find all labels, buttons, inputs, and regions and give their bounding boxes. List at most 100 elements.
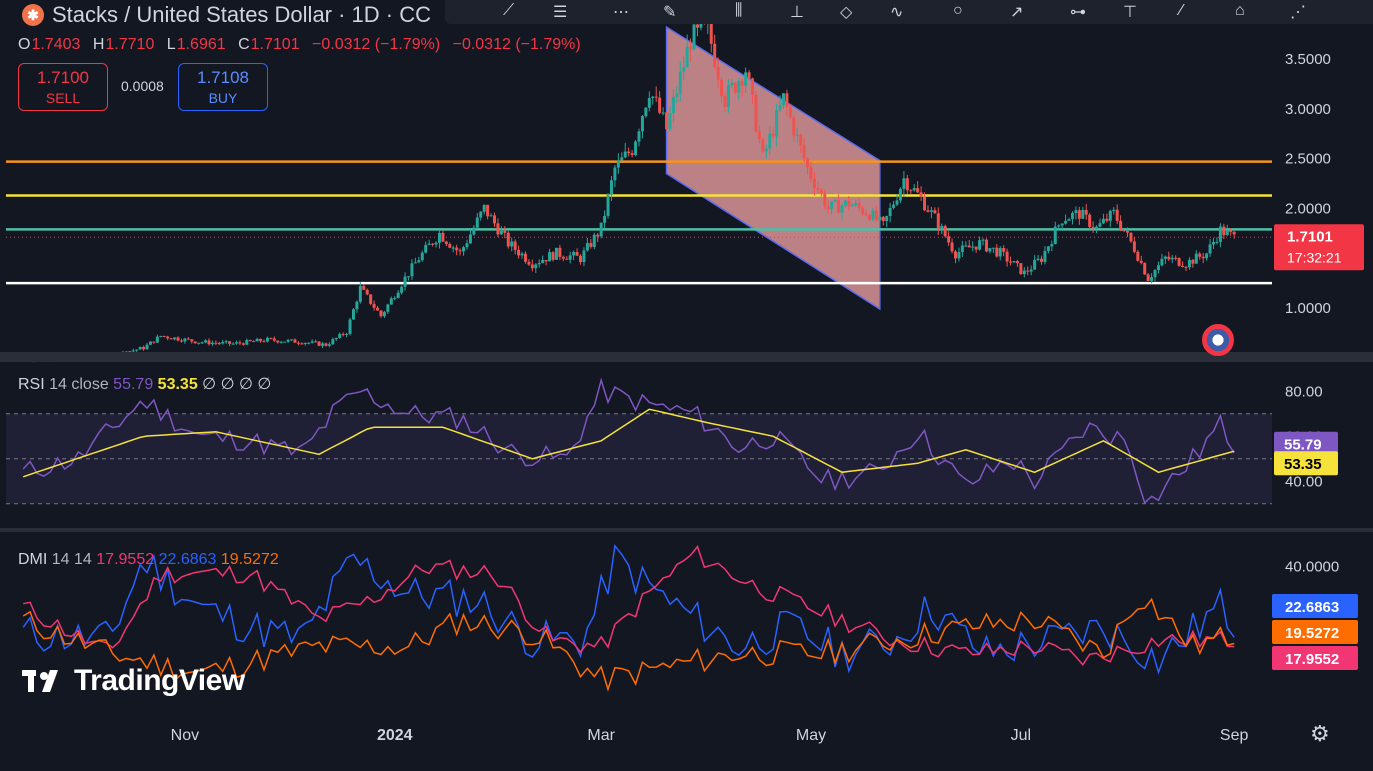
candle-body <box>967 245 971 248</box>
arrow-icon[interactable]: ↗ <box>1010 4 1024 21</box>
horizontal-ray-icon[interactable]: ⊤ <box>1123 4 1137 21</box>
candle-body <box>634 141 638 156</box>
rsi-ma-badge-bg <box>1274 451 1338 476</box>
path-icon[interactable]: ∿ <box>890 4 904 21</box>
candle-body <box>293 339 297 343</box>
candle-body <box>413 262 417 264</box>
horizontal-levels[interactable] <box>6 160 1272 285</box>
parallel-lines-icon[interactable]: ☰ <box>553 4 568 21</box>
brush-icon[interactable]: ⁄ <box>1180 2 1183 19</box>
candle-body <box>699 22 703 28</box>
descending-channel[interactable] <box>665 25 881 311</box>
candle-body <box>647 97 651 108</box>
car-icon[interactable]: ⌂ <box>1235 2 1245 19</box>
pen-icon[interactable]: ✎ <box>663 4 677 21</box>
candle-body <box>751 78 755 95</box>
candle-body <box>1194 253 1198 264</box>
candle-body <box>334 337 338 340</box>
candle-body <box>1050 244 1054 247</box>
pane-separator-dmi[interactable] <box>0 528 1373 532</box>
candle-body <box>585 243 589 251</box>
candle-body <box>616 160 620 168</box>
candle-body <box>1126 231 1130 233</box>
candle-body <box>1160 258 1164 266</box>
candle-body <box>351 309 355 320</box>
nodes-icon[interactable]: ⊶ <box>1070 4 1086 21</box>
shapes-icon[interactable]: ◇ <box>840 4 853 21</box>
candle-body <box>785 93 789 108</box>
candle-body <box>386 304 390 312</box>
candle-body <box>1201 256 1205 259</box>
candle-body <box>620 157 624 161</box>
candle-body <box>1191 259 1195 264</box>
candle-body <box>1081 209 1085 219</box>
brand-name: TradingView <box>74 664 245 697</box>
dmi-axis: 40.0000 22.6863 19.5272 17.9552 <box>1272 559 1358 670</box>
ray-tool-icon[interactable]: ⋯ <box>613 4 629 21</box>
candle-body <box>695 24 699 28</box>
price-tick-1: 3.0000 <box>1285 101 1331 118</box>
price-axis[interactable]: 3.5000 3.0000 2.5000 2.0000 1.0000 1.7101 17:3… <box>1274 51 1364 317</box>
candle-body <box>771 133 775 137</box>
candle-body <box>947 236 951 243</box>
candle-body <box>640 116 644 132</box>
candle-body <box>1153 270 1157 278</box>
candle-body <box>998 248 1002 257</box>
ohlc-legend: O1.7403 H1.7710 L1.6961 C1.7101 −0.0312 … <box>18 36 589 54</box>
spread-value: 0.0008 <box>121 78 164 94</box>
candle-body <box>1046 246 1050 252</box>
time-tick-5: Sep <box>1220 727 1249 744</box>
candle-body <box>978 240 982 250</box>
candle-body <box>234 342 238 344</box>
candle-body <box>1064 220 1068 224</box>
candle-body <box>176 337 180 341</box>
candle-body <box>826 206 830 209</box>
dmi-minus-di-line <box>23 545 1235 667</box>
candle-body <box>499 230 503 235</box>
sell-button[interactable]: 1.7100 SELL <box>18 63 108 111</box>
candle-body <box>355 301 359 310</box>
candle-body <box>1198 253 1202 257</box>
candle-body <box>905 178 909 191</box>
candle-body <box>314 341 318 343</box>
pane-separator-rsi[interactable] <box>0 352 1373 362</box>
candle-body <box>575 252 579 256</box>
vertical-line-icon[interactable]: ⊥ <box>790 4 804 21</box>
settings-gear-icon[interactable]: ⚙ <box>1310 721 1330 746</box>
symbol-title[interactable]: ✱ Stacks / United States Dollar · 1D · C… <box>22 2 431 28</box>
us-flag-icon[interactable] <box>1202 324 1234 356</box>
candle-body <box>916 188 920 193</box>
candle-body <box>286 339 290 342</box>
candle-body <box>572 252 576 256</box>
buy-button[interactable]: 1.7108 BUY <box>178 63 268 111</box>
candle-body <box>981 239 985 241</box>
circle-icon[interactable]: ○ <box>953 2 963 19</box>
candle-body <box>534 264 538 269</box>
candle-body <box>193 341 197 344</box>
dmi-legend[interactable]: DMI 14 14 17.9552 22.6863 19.5272 <box>18 551 279 569</box>
rsi-legend[interactable]: RSI 14 close 55.79 53.35 ∅ ∅ ∅ ∅ <box>18 374 271 394</box>
candle-body <box>265 337 269 342</box>
candle-body <box>1015 261 1019 264</box>
candle-body <box>1222 226 1226 236</box>
rsi-tick-0: 80.00 <box>1285 383 1323 400</box>
candle-body <box>451 247 455 249</box>
candle-body <box>675 93 679 97</box>
candle-body <box>792 117 796 136</box>
trend-line-icon[interactable]: ⟋ <box>503 2 515 19</box>
candle-body <box>1040 258 1044 262</box>
candle-body <box>654 96 658 98</box>
candle-body <box>644 107 648 117</box>
time-axis[interactable]: Nov 2024 Mar May Jul Sep <box>171 727 1249 744</box>
candles-icon[interactable]: ⫼ <box>735 2 743 19</box>
candle-body <box>207 340 211 345</box>
tradingview-logo[interactable]: TradingView <box>22 664 245 698</box>
dmi-adx-value: 19.5272 <box>220 551 279 568</box>
candle-body <box>520 253 524 256</box>
candle-body <box>671 96 675 114</box>
candle-body <box>554 247 558 260</box>
candle-body <box>888 207 892 217</box>
price-tick-3: 2.0000 <box>1285 200 1331 217</box>
projection-icon[interactable]: ⋰ <box>1290 4 1306 21</box>
